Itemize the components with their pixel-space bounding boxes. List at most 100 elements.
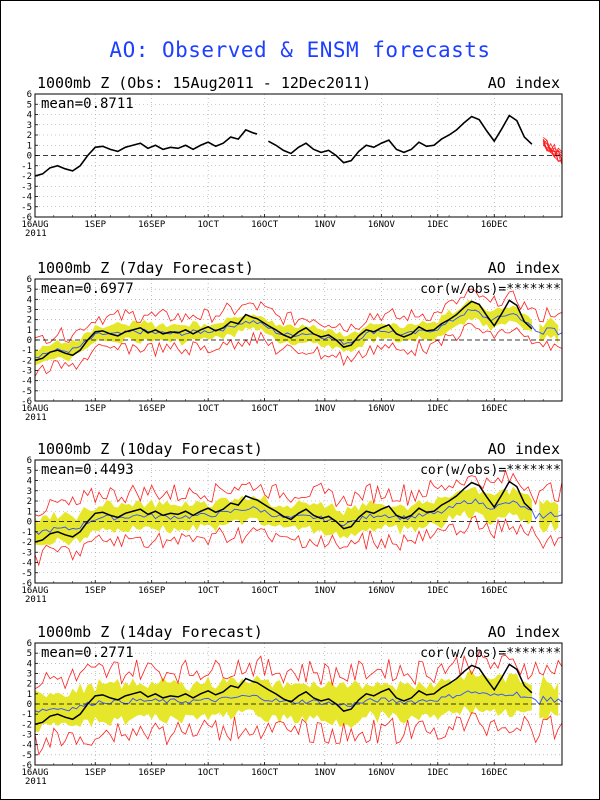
y-tick-label: 4 <box>27 477 32 487</box>
x-tick-label: 16DEC <box>481 220 508 230</box>
panel-right-label: AO index <box>488 259 560 277</box>
panel-right-label: AO index <box>488 440 560 458</box>
ensemble-member-line <box>542 141 562 163</box>
spread-band-late <box>570 682 585 723</box>
spread-band-late <box>570 321 581 342</box>
mean-label: mean=0.6977 <box>41 281 134 297</box>
x-tick-label: 16AUG <box>21 404 48 414</box>
ensemble-member-line <box>542 140 562 162</box>
x-tick-label: 16AUG <box>21 586 48 596</box>
x-tick-label: 1NOV <box>314 220 336 230</box>
x-tick-label: 16NOV <box>368 404 396 414</box>
y-tick-label: -5 <box>21 203 32 213</box>
spread-band-late <box>570 498 585 532</box>
x-tick-label: 16OCT <box>251 220 279 230</box>
y-tick-label: -3 <box>21 182 32 192</box>
y-tick-label: 2 <box>27 131 32 141</box>
obs-line <box>268 114 533 164</box>
y-tick-label: -1 <box>21 346 32 356</box>
x-tick-label: 1NOV <box>314 768 336 778</box>
y-tick-label: 6 <box>27 275 32 285</box>
x-tick-label: 16SEP <box>138 768 166 778</box>
y-tick-label: 2 <box>27 316 32 326</box>
y-tick-label: 5 <box>27 649 32 659</box>
x-year-label: 2011 <box>25 413 47 423</box>
panel-right-label: AO index <box>488 623 560 641</box>
x-tick-label: 1SEP <box>84 220 106 230</box>
spread-band-late <box>539 499 559 533</box>
ensemble-mean-line <box>35 498 562 535</box>
cor-label: cor(w/obs)=******* <box>420 646 561 661</box>
envelope-upper-line <box>35 469 562 517</box>
x-tick-label: 1SEP <box>84 586 106 596</box>
x-tick-label: 16SEP <box>138 220 166 230</box>
mean-label: mean=0.4493 <box>41 462 134 478</box>
y-tick-label: 0 <box>27 152 32 162</box>
x-tick-label: 16OCT <box>251 768 279 778</box>
y-tick-label: -3 <box>21 367 32 377</box>
panel-4: 1000mb Z (14day Forecast) AO index mean=0.… <box>21 623 585 787</box>
envelope-lower-line <box>35 322 562 377</box>
figure-title: AO: Observed & ENSM forecasts <box>109 38 491 62</box>
y-tick-label: 6 <box>27 639 32 649</box>
x-tick-label: 16AUG <box>21 768 48 778</box>
plot-area <box>35 650 585 756</box>
spread-band <box>35 670 532 733</box>
y-tick-label: 6 <box>27 456 32 466</box>
y-tick-label: -6 <box>21 397 32 407</box>
plot-area <box>35 469 585 567</box>
y-tick-label: -2 <box>21 356 32 366</box>
x-tick-label: 1NOV <box>314 404 336 414</box>
ensemble-member-line <box>542 145 562 162</box>
x-tick-label: 16SEP <box>138 404 166 414</box>
y-tick-label: 1 <box>27 326 32 336</box>
x-tick-label: 16AUG <box>21 220 48 230</box>
y-tick-label: 3 <box>27 306 32 316</box>
panel-title: 1000mb Z (14day Forecast) <box>37 623 263 641</box>
x-tick-label: 16OCT <box>251 404 279 414</box>
x-tick-label: 1OCT <box>197 404 219 414</box>
y-tick-label: -5 <box>21 387 32 397</box>
x-year-label: 2011 <box>25 777 47 787</box>
y-tick-label: -2 <box>21 538 32 548</box>
x-tick-label: 16OCT <box>251 586 279 596</box>
y-tick-label: -3 <box>21 548 32 558</box>
mean-label: mean=0.8711 <box>41 96 134 112</box>
x-tick-label: 1DEC <box>427 768 449 778</box>
panel-title: 1000mb Z (Obs: 15Aug2011 - 12Dec2011) <box>37 74 371 92</box>
panel-title: 1000mb Z (7day Forecast) <box>37 259 254 277</box>
obs-line <box>35 663 533 726</box>
x-tick-label: 1SEP <box>84 768 106 778</box>
x-tick-label: 16NOV <box>368 586 396 596</box>
plot-area <box>35 288 581 377</box>
panel-title: 1000mb Z (10day Forecast) <box>37 440 263 458</box>
panel-2: 1000mb Z (7day Forecast) AO index mean=0.6… <box>21 259 581 423</box>
y-tick-label: -6 <box>21 213 32 223</box>
y-tick-label: -1 <box>21 162 32 172</box>
y-tick-label: -4 <box>21 377 32 387</box>
x-tick-label: 1SEP <box>84 404 106 414</box>
y-tick-label: -4 <box>21 741 32 751</box>
y-tick-label: -1 <box>21 528 32 538</box>
obs-line <box>35 128 258 177</box>
x-tick-label: 16SEP <box>138 586 166 596</box>
spread-band-late <box>539 675 559 721</box>
y-tick-label: 3 <box>27 487 32 497</box>
y-tick-label: 0 <box>27 518 32 528</box>
ensemble-member-line <box>542 139 562 159</box>
y-tick-label: -6 <box>21 579 32 589</box>
y-tick-label: 0 <box>27 336 32 346</box>
obs-line <box>35 480 533 543</box>
y-tick-label: 2 <box>27 497 32 507</box>
x-tick-label: 1OCT <box>197 768 219 778</box>
panel-3: 1000mb Z (10day Forecast) AO index mean=0.… <box>21 440 585 605</box>
y-tick-label: -2 <box>21 720 32 730</box>
plot-area <box>35 114 562 177</box>
ensemble-member-line <box>542 143 562 157</box>
y-tick-label: 4 <box>27 111 32 121</box>
spread-band <box>35 300 532 366</box>
y-tick-label: -6 <box>21 761 32 771</box>
x-tick-label: 16DEC <box>481 768 508 778</box>
ensemble-member-line <box>542 139 562 166</box>
